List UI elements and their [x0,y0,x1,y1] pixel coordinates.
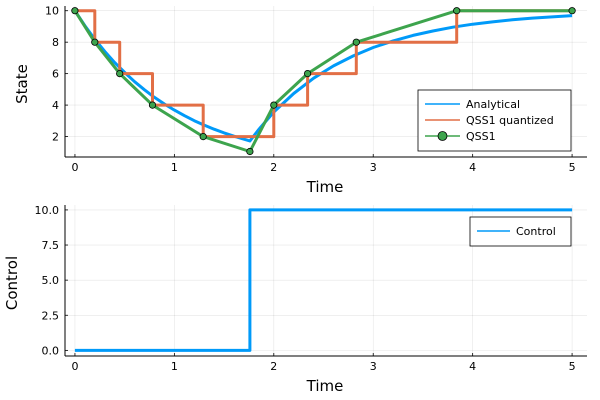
legend-control-label: Control [516,225,556,238]
control-ticks: 0 1 2 3 4 5 0.0 2.5 5.0 7.5 10.0 [35,204,576,373]
control-xtick-label: 2 [270,360,277,373]
state-marker-qss1 [303,70,312,78]
state-marker-qss1 [246,147,254,156]
control-ytick-label: 10.0 [35,204,60,217]
control-ytick-label: 5.0 [42,274,60,287]
control-series [74,208,573,352]
state-ticks: 0 1 2 3 4 5 2 4 6 8 10 [45,5,576,174]
state-series [71,7,576,156]
state-marker-qss1 [453,7,461,15]
legend-qss1-quantized-label: QSS1 quantized [466,114,554,127]
state-y-axis-label: State [13,64,31,104]
legend-qss1-label: QSS1 [466,130,496,143]
control-series-control [74,208,573,352]
control-x-axis-label: Time [306,377,344,395]
legend-analytical-label: Analytical [466,98,520,111]
state-marker-qss1 [71,7,79,15]
state-x-axis-label: Time [306,178,344,196]
state-xtick-label: 1 [171,161,178,174]
state-ytick-label: 10 [45,5,59,18]
state-axes [64,6,587,158]
control-plot: 0 1 2 3 4 5 0.0 2.5 5.0 7.5 10.0 Time Control Cont… [3,204,587,395]
state-marker-qss1 [91,38,99,46]
state-xtick-label: 2 [270,161,277,174]
control-y-axis-label: Control [3,256,21,310]
control-xtick-label: 3 [370,360,377,373]
state-legend: Analytical QSS1 quantized QSS1 [417,89,572,152]
control-xtick-label: 0 [71,360,78,373]
state-xtick-label: 0 [71,161,78,174]
control-ytick-label: 0.0 [42,344,60,357]
state-xtick-label: 4 [469,161,476,174]
control-xtick-label: 4 [469,360,476,373]
state-marker-qss1 [199,133,207,141]
state-ytick-label: 6 [52,68,59,81]
state-marker-qss1 [116,70,124,78]
state-plot: 0 1 2 3 4 5 2 4 6 8 10 Time State Analytical QSS1 … [13,5,587,196]
control-xtick-label: 5 [569,360,576,373]
state-ytick-label: 2 [52,131,59,144]
state-ytick-label: 4 [52,99,59,112]
state-xtick-label: 3 [370,161,377,174]
state-marker-qss1 [352,38,360,46]
control-ytick-label: 7.5 [42,239,60,252]
legend-qss1-marker [437,131,448,141]
control-xtick-label: 1 [171,360,178,373]
control-legend: Control [469,216,572,247]
state-marker-qss1 [568,7,576,15]
state-ytick-label: 8 [52,36,59,49]
state-marker-qss1 [148,101,157,109]
state-xtick-label: 5 [569,161,576,174]
control-ytick-label: 2.5 [42,309,60,322]
state-marker-qss1 [270,101,278,109]
